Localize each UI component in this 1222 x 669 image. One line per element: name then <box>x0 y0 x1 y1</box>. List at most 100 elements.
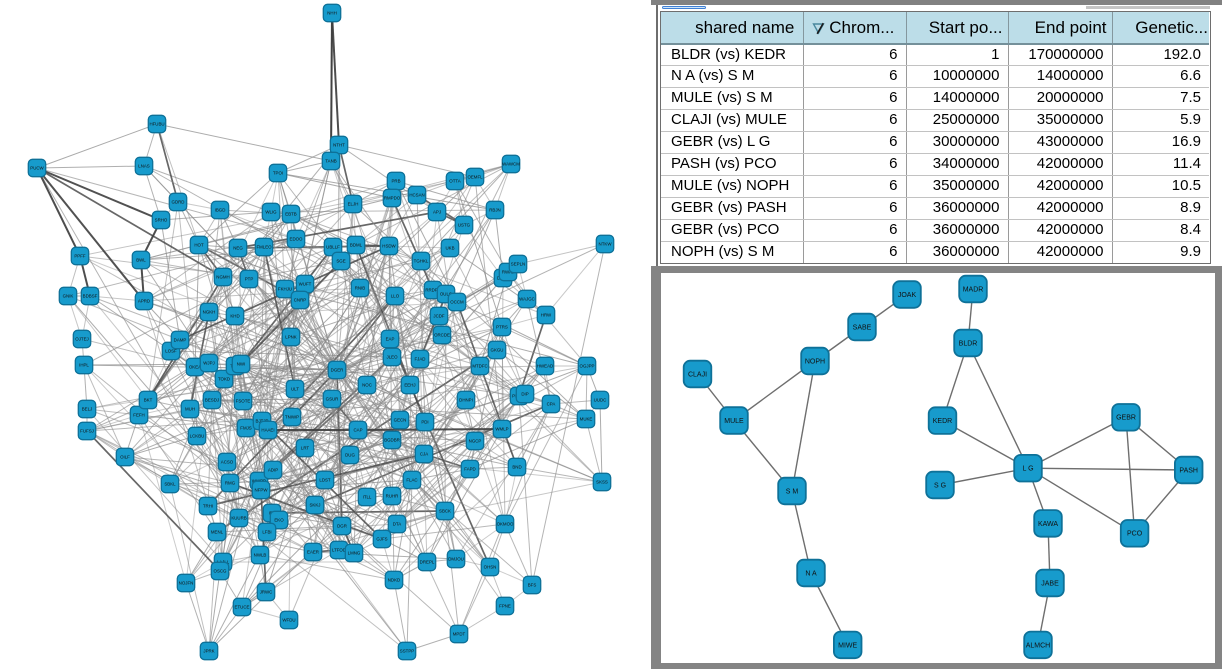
svg-text:EBTB: EBTB <box>285 212 297 217</box>
svg-text:SEPLN: SEPLN <box>511 262 525 267</box>
svg-text:SKSS: SKSS <box>596 480 608 485</box>
svg-text:WJPJ: WJPJ <box>203 361 214 366</box>
svg-text:KHD: KHD <box>230 314 239 319</box>
svg-text:NWLB: NWLB <box>254 553 267 558</box>
svg-text:CNRP: CNRP <box>294 298 307 303</box>
svg-text:JLEO: JLEO <box>387 355 399 360</box>
svg-text:OKMOO: OKMOO <box>497 522 514 527</box>
svg-text:ULT: ULT <box>291 387 299 392</box>
svg-text:RUHR: RUHR <box>386 494 399 499</box>
svg-text:DGR: DGR <box>337 524 347 529</box>
svg-text:NDKD: NDKD <box>388 578 400 583</box>
svg-text:IHPL: IHPL <box>79 363 89 368</box>
svg-text:S G: S G <box>934 482 946 489</box>
svg-text:WLIG: WLIG <box>265 210 277 215</box>
svg-text:PTP: PTP <box>245 277 254 282</box>
svg-text:NOJFN: NOJFN <box>179 581 194 586</box>
svg-text:PASH: PASH <box>1179 467 1198 474</box>
svg-text:RBJN: RBJN <box>489 208 500 213</box>
svg-text:UUDC: UUDC <box>594 398 607 403</box>
svg-text:EAP: EAP <box>386 337 395 342</box>
svg-text:LNAS: LNAS <box>138 164 150 169</box>
svg-text:FJAD: FJAD <box>415 357 426 362</box>
svg-text:BWL: BWL <box>136 258 146 263</box>
svg-text:ELJH: ELJH <box>348 202 359 207</box>
svg-text:FEFH: FEFH <box>133 413 144 418</box>
svg-text:NFPW: NFPW <box>255 488 269 493</box>
svg-text:MULE: MULE <box>724 418 744 425</box>
svg-text:SRHO: SRHO <box>155 218 168 223</box>
svg-text:NHH: NHH <box>327 11 337 16</box>
svg-text:OULC: OULC <box>440 292 452 297</box>
svg-text:PDI: PDI <box>421 420 428 425</box>
svg-text:TOKD: TOKD <box>218 377 230 382</box>
svg-text:LCKBU: LCKBU <box>190 434 205 439</box>
svg-text:HRW: HRW <box>541 313 552 318</box>
svg-text:HSDW: HSDW <box>382 244 396 249</box>
svg-text:ETUCE: ETUCE <box>235 605 250 610</box>
svg-text:S M: S M <box>786 488 799 495</box>
svg-text:NOC: NOC <box>362 383 372 388</box>
svg-text:SBCK: SBCK <box>439 509 451 514</box>
svg-text:HCSAN: HCSAN <box>409 193 424 198</box>
svg-text:OGJPP: OGJPP <box>580 364 595 369</box>
svg-text:MIWE: MIWE <box>838 642 857 649</box>
svg-text:EDOO: EDOO <box>290 237 304 242</box>
svg-text:NEG: NEG <box>233 246 243 251</box>
svg-text:FLAC: FLAC <box>406 478 417 483</box>
svg-text:BKT: BKT <box>144 398 153 403</box>
svg-text:CAP: CAP <box>353 428 362 433</box>
svg-text:ORCDE: ORCDE <box>434 333 450 338</box>
svg-text:LOSF: LOSF <box>165 349 177 354</box>
svg-text:HWEAD: HWEAD <box>537 364 553 369</box>
svg-text:RNIB: RNIB <box>355 286 366 291</box>
svg-text:JPRK: JPRK <box>203 649 214 654</box>
svg-text:LTFOD: LTFOD <box>332 548 346 553</box>
svg-text:BND: BND <box>512 465 521 470</box>
svg-text:TNIWP: TNIWP <box>285 415 299 420</box>
svg-text:HFUBU: HFUBU <box>149 122 164 127</box>
svg-text:WFDU: WFDU <box>282 618 295 623</box>
svg-text:NOPH: NOPH <box>805 358 825 365</box>
svg-text:GNIK: GNIK <box>63 294 74 299</box>
svg-text:GJFS: GJFS <box>376 537 387 542</box>
svg-text:WAWCM: WAWCM <box>502 162 520 167</box>
svg-text:CPA: CPA <box>547 402 556 407</box>
svg-text:TRHI: TRHI <box>203 504 213 509</box>
svg-text:JCDF: JCDF <box>433 314 445 319</box>
svg-text:DREPL: DREPL <box>420 560 435 565</box>
svg-text:OHSN: OHSN <box>484 565 497 570</box>
svg-text:MPDT: MPDT <box>453 632 466 637</box>
svg-text:SGE: SGE <box>336 259 345 264</box>
svg-text:TGHKL: TGHKL <box>414 259 429 264</box>
svg-text:NWI: NWI <box>237 362 246 367</box>
svg-text:EKO: EKO <box>274 518 284 523</box>
svg-text:BGDBR: BGDBR <box>384 438 400 443</box>
svg-text:PCO: PCO <box>1127 531 1143 538</box>
svg-text:N A: N A <box>805 570 817 577</box>
svg-text:CJA: CJA <box>420 452 428 457</box>
svg-text:FSOTE: FSOTE <box>236 399 251 404</box>
svg-text:JOAK: JOAK <box>898 292 917 299</box>
svg-text:MENL: MENL <box>211 530 224 535</box>
svg-text:FPNE: FPNE <box>499 604 511 609</box>
svg-text:APRD: APRD <box>138 299 150 304</box>
svg-text:WAJGC: WAJGC <box>519 297 535 302</box>
svg-text:OCCM: OCCM <box>450 300 464 305</box>
svg-text:MUH: MUH <box>185 407 195 412</box>
svg-text:FAPD: FAPD <box>464 467 475 472</box>
svg-text:PUCW: PUCW <box>30 166 44 171</box>
svg-text:DHNPI: DHNPI <box>459 398 473 403</box>
svg-text:GSUR: GSUR <box>326 397 339 402</box>
svg-text:OJTEJ: OJTEJ <box>75 337 88 342</box>
svg-text:MUKE: MUKE <box>580 417 593 422</box>
svg-text:EAER: EAER <box>307 550 319 555</box>
svg-text:BELJ: BELJ <box>82 407 93 412</box>
svg-text:NGKH: NGKH <box>203 310 216 315</box>
svg-text:GEBR: GEBR <box>1116 415 1136 422</box>
svg-text:TPOI: TPOI <box>273 171 283 176</box>
svg-text:HAAEI: HAAEI <box>261 428 274 433</box>
svg-text:KEDR: KEDR <box>933 418 952 425</box>
svg-text:NGMH: NGMH <box>216 275 229 280</box>
svg-text:OTTA: OTTA <box>449 179 460 184</box>
